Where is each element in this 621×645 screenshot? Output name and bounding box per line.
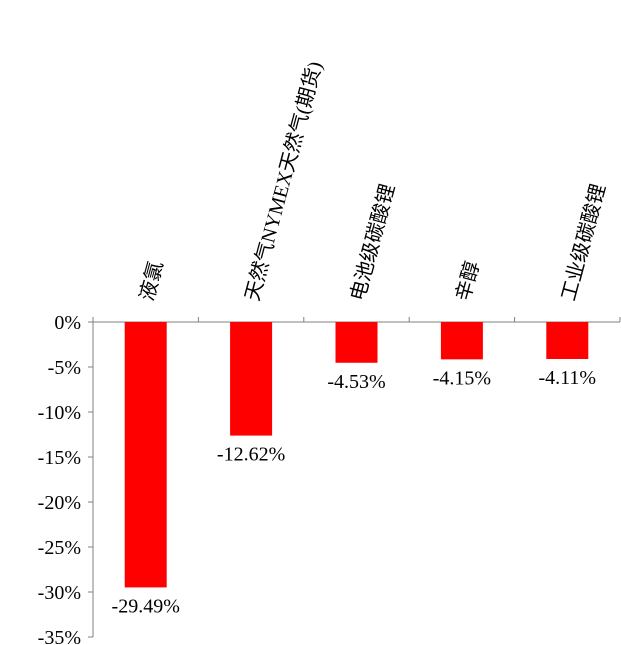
category-label: 电池级碳酸锂 [346, 181, 399, 303]
category-label: 液氯 [135, 259, 168, 304]
y-tick-label: -10% [38, 402, 81, 424]
data-label: -4.53% [327, 371, 385, 393]
category-label: 辛醇 [452, 259, 485, 304]
y-axis: 0% -5% -10% -15% -20% -25% -30% -35% [38, 312, 94, 645]
category-label: 天然气NYMEX天然气(期货) [241, 59, 327, 303]
y-tick-label: -25% [38, 537, 81, 559]
category-label: 工业级碳酸锂 [557, 181, 610, 303]
data-label: -4.15% [433, 367, 491, 389]
y-tick-label: -35% [38, 627, 81, 645]
data-label: -4.11% [539, 367, 597, 389]
bars [124, 322, 589, 588]
bar [230, 322, 273, 436]
category-labels: 液氯 天然气NYMEX天然气(期货) 电池级碳酸锂辛醇 工业级碳酸锂 [135, 59, 610, 303]
y-tick-label: -20% [38, 492, 81, 514]
y-tick-label: -5% [48, 357, 81, 379]
y-tick-label: -30% [38, 582, 81, 604]
x-axis [92, 317, 621, 323]
bar [440, 322, 483, 360]
bar [124, 322, 167, 588]
data-label: -12.62% [217, 444, 285, 466]
bar [546, 322, 589, 359]
bar [335, 322, 378, 363]
y-tick-label: -15% [38, 447, 81, 469]
y-tick-label: 0% [54, 312, 81, 334]
data-labels: -29.49% -12.62% -4.53% -4.15% -4.11% [112, 367, 597, 617]
data-label: -29.49% [112, 595, 180, 617]
